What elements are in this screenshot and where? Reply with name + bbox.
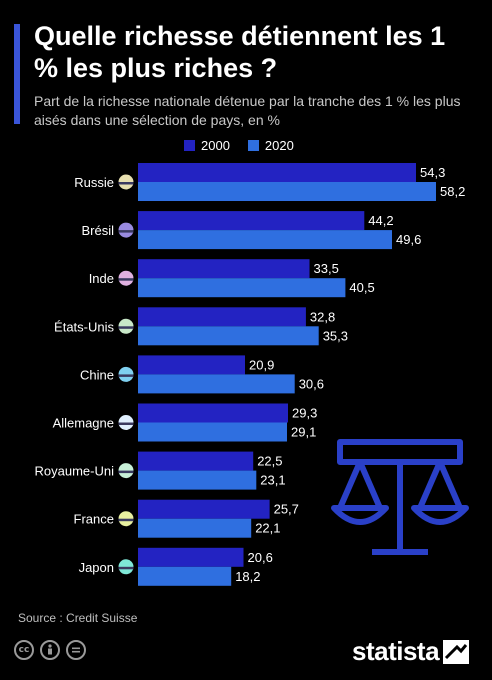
france-flag-icon — [118, 511, 134, 527]
germany-flag-icon — [118, 415, 134, 430]
japan-flag-icon — [118, 559, 134, 575]
brand-name: statista — [352, 636, 440, 666]
data-label-2020-0: 58,2 — [440, 184, 465, 199]
brazil-flag-icon — [118, 222, 134, 238]
bar-2020-5 — [138, 422, 287, 442]
category-label-0: Russie — [74, 175, 114, 190]
bar-2020-7 — [138, 518, 252, 538]
creative-commons-icon: cc — [14, 640, 34, 660]
bar-2020-0 — [138, 182, 436, 201]
data-label-2020-4: 30,6 — [299, 376, 324, 391]
data-label-2000-0: 54,3 — [420, 165, 445, 180]
bar-2000-0 — [138, 163, 416, 182]
data-label-2000-4: 20,9 — [249, 357, 274, 372]
data-label-2000-3: 32,8 — [310, 309, 335, 324]
category-label-4: Chine — [80, 367, 114, 382]
statista-logo: statista — [352, 636, 470, 667]
no-derivatives-icon — [66, 640, 86, 660]
category-label-3: États-Unis — [54, 319, 114, 334]
bar-2000-4 — [138, 355, 245, 375]
data-label-2000-7: 25,7 — [274, 502, 299, 517]
legend-item-2020: 2020 — [247, 138, 294, 153]
data-label-2020-5: 29,1 — [291, 425, 316, 440]
data-label-2020-1: 49,6 — [396, 232, 421, 247]
data-label-2000-2: 33,5 — [314, 261, 339, 276]
data-label-2000-1: 44,2 — [368, 213, 393, 228]
bar-2020-1 — [138, 230, 392, 250]
legend: 2000 2020 — [184, 138, 312, 153]
license-icons: cc — [14, 640, 92, 660]
data-label-2000-8: 20,6 — [248, 550, 273, 565]
usa-flag-icon — [118, 318, 134, 334]
chart-title: Quelle richesse détiennent les 1 % les p… — [34, 21, 446, 83]
legend-swatch-2000 — [184, 140, 195, 151]
category-label-8: Japon — [79, 560, 114, 575]
category-label-7: France — [74, 512, 114, 527]
bar-2000-1 — [138, 211, 365, 231]
bar-2000-5 — [138, 403, 288, 423]
data-label-2020-7: 22,1 — [255, 521, 280, 536]
statista-mark-icon — [443, 639, 470, 664]
legend-item-2000: 2000 — [184, 138, 230, 153]
data-label-2020-8: 18,2 — [235, 569, 260, 584]
title-accent-bar — [14, 24, 20, 124]
legend-label-2000: 2000 — [201, 138, 230, 153]
bar-2000-2 — [138, 259, 310, 279]
data-label-2020-6: 23,1 — [260, 473, 285, 488]
bar-2020-6 — [138, 470, 257, 490]
bar-2000-8 — [138, 547, 244, 567]
bar-2000-6 — [138, 451, 254, 471]
category-label-1: Brésil — [81, 223, 114, 238]
bar-2000-7 — [138, 499, 270, 519]
balance-scale-icon — [331, 439, 469, 555]
chart-subtitle: Part de la richesse nationale détenue pa… — [34, 93, 461, 128]
data-label-2020-3: 35,3 — [323, 328, 348, 343]
attribution-icon — [40, 640, 60, 660]
category-label-5: Allemagne — [53, 416, 114, 431]
category-label-2: Inde — [89, 271, 114, 286]
india-flag-icon — [118, 270, 134, 286]
bar-2020-8 — [138, 566, 232, 586]
category-label-6: Royaume-Uni — [35, 464, 115, 479]
china-flag-icon — [118, 366, 134, 382]
russia-flag-icon — [118, 174, 134, 190]
legend-label-2020: 2020 — [264, 138, 294, 153]
legend-swatch-2020 — [247, 140, 259, 151]
data-label-2000-5: 29,3 — [292, 406, 317, 421]
bar-2000-3 — [138, 307, 306, 327]
bar-2020-2 — [138, 278, 346, 298]
source-note: Source : Credit Suisse — [18, 611, 138, 625]
bar-2020-3 — [138, 326, 319, 346]
bar-2020-4 — [138, 374, 295, 394]
data-label-2000-6: 22,5 — [257, 454, 282, 469]
uk-flag-icon — [118, 463, 134, 479]
data-label-2020-2: 40,5 — [349, 280, 374, 295]
